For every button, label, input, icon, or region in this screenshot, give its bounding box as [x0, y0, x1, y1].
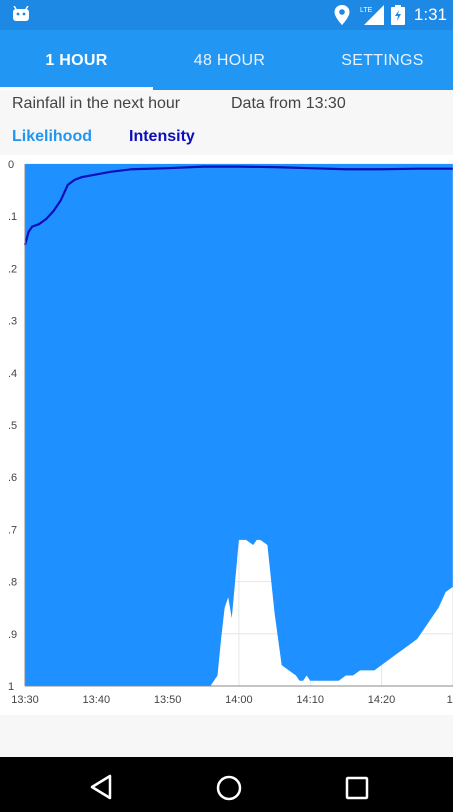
data-timestamp: Data from 13:30 [231, 95, 346, 112]
x-tick-label: 14:20 [368, 694, 396, 706]
y-tick-label: 1 [8, 681, 14, 693]
info-row: Rainfall in the next hour Data from 13:3… [0, 93, 453, 117]
likelihood-area [25, 164, 453, 686]
status-bar: LTE 1:31 [0, 0, 453, 30]
intensity-line-layer [23, 165, 453, 246]
intensity-line [23, 165, 453, 246]
y-tick-label: .8 [8, 577, 17, 589]
likelihood-area-layer [25, 164, 453, 686]
y-tick-label: 0 [8, 159, 14, 171]
recents-icon[interactable] [327, 757, 387, 812]
android-icon [13, 6, 29, 21]
location-icon [334, 5, 350, 25]
back-icon[interactable] [70, 757, 130, 812]
x-tick-label: 13:50 [154, 694, 182, 706]
navigation-bar [0, 757, 453, 812]
tab-1-hour[interactable]: 1 HOUR [45, 52, 108, 69]
rainfall-chart: 0 .1 .2 .3 .4 .5 .6 .7 .8 .9 1 13:30 13:40 13:50 14:00… [0, 155, 453, 715]
tab-bar: 1 HOUR 48 HOUR SETTINGS [0, 30, 453, 90]
rainfall-chart-svg: 0 .1 .2 .3 .4 .5 .6 .7 .8 .9 113:30 13:40 13:50 14:00… [8, 159, 453, 706]
legend: Likelihood Intensity [0, 126, 453, 150]
y-tick-label: .1 [8, 211, 17, 223]
tab-settings[interactable]: SETTINGS [341, 52, 424, 69]
battery-icon [391, 5, 405, 25]
x-tick-label: 14 [447, 694, 453, 706]
x-tick-label: 13:40 [83, 694, 111, 706]
home-icon[interactable] [199, 757, 259, 812]
y-tick-label: .5 [8, 420, 17, 432]
tab-48-hour[interactable]: 48 HOUR [193, 52, 266, 69]
y-tick-label: .6 [8, 472, 17, 484]
x-tick-label: 14:10 [296, 694, 324, 706]
signal-icon: LTE [360, 5, 384, 25]
bottom-spacer [0, 715, 453, 757]
y-tick-label: .4 [8, 368, 17, 380]
legend-likelihood[interactable]: Likelihood [12, 128, 92, 145]
network-label: LTE [360, 7, 373, 14]
x-tick-label: 13:30 [11, 694, 39, 706]
y-tick-label: .9 [8, 629, 17, 641]
active-tab-indicator [0, 87, 153, 90]
y-tick-label: .7 [8, 524, 17, 536]
y-tick-label: .3 [8, 316, 17, 328]
y-tick-label: .2 [8, 263, 17, 275]
clock: 1:31 [413, 5, 447, 24]
legend-intensity[interactable]: Intensity [129, 128, 195, 145]
forecast-title: Rainfall in the next hour [12, 95, 181, 112]
x-tick-label: 14:00 [225, 694, 253, 706]
axis-layer: 0 .1 .2 .3 .4 .5 .6 .7 .8 .9 113:30 13:40 13:50 14:00… [8, 159, 453, 706]
